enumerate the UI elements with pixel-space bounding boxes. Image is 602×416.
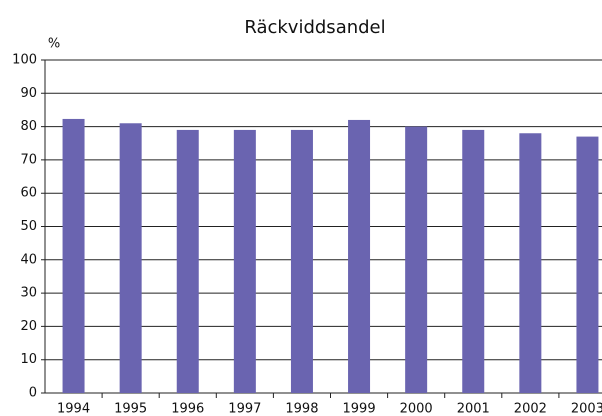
bar (348, 119, 371, 393)
bar (576, 136, 599, 393)
y-axis-label: % (48, 37, 60, 52)
bar (62, 118, 85, 393)
x-tick-label: 1994 (57, 402, 90, 416)
y-tick-label: 30 (20, 286, 37, 301)
bar (462, 129, 485, 393)
x-tick-label: 1999 (343, 402, 376, 416)
x-tick-label: 2000 (400, 402, 433, 416)
x-tick-label: 1998 (285, 402, 318, 416)
bar (119, 123, 142, 394)
x-tick-label: 1995 (114, 402, 147, 416)
y-tick-label: 90 (20, 86, 37, 101)
y-tick-label: 60 (20, 186, 37, 201)
y-tick-label: 100 (12, 53, 37, 68)
bar (176, 129, 199, 393)
y-tick-label: 80 (20, 119, 37, 134)
bar (405, 126, 428, 393)
y-tick-label: 10 (20, 352, 37, 367)
bar (290, 129, 313, 393)
y-tick-label: 20 (20, 319, 37, 334)
x-tick-label: 1997 (228, 402, 261, 416)
x-tick-label: 2003 (571, 402, 602, 416)
y-tick-label: 70 (20, 152, 37, 167)
x-tick-label: 2001 (457, 402, 490, 416)
y-tick-label: 0 (29, 386, 37, 401)
y-tick-label: 50 (20, 219, 37, 234)
bar (233, 129, 256, 393)
y-tick-label: 40 (20, 252, 37, 267)
chart-title: Räckviddsandel (244, 17, 385, 38)
x-tick-label: 1996 (171, 402, 204, 416)
bar (519, 133, 542, 393)
x-tick-label: 2002 (514, 402, 547, 416)
